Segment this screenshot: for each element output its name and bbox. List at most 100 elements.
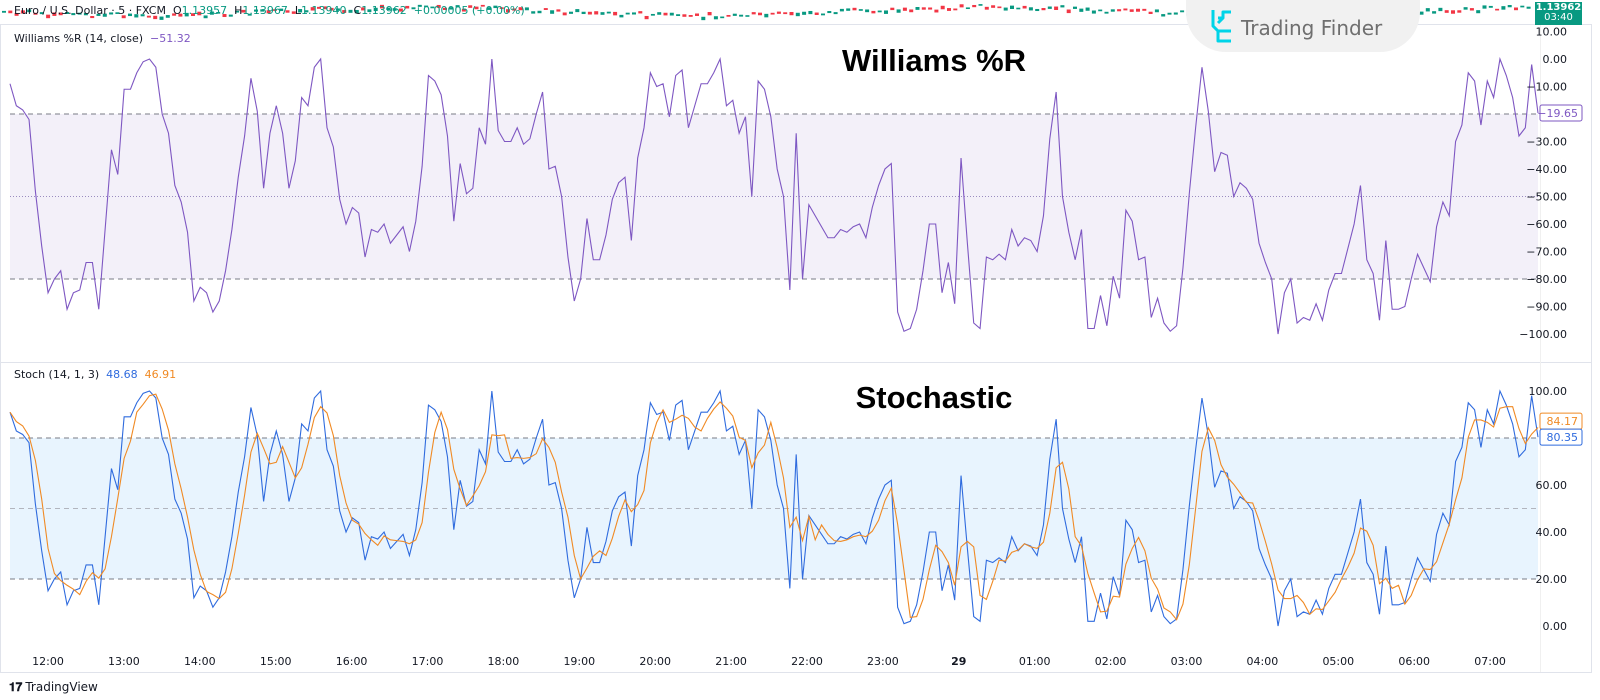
mini-candle (348, 9, 353, 13)
mini-candle (455, 5, 460, 8)
stoch-k-value: 48.68 (106, 368, 138, 381)
low-value: 1.13940 (301, 4, 347, 17)
time-axis-label: 06:00 (1398, 655, 1430, 668)
mini-candle (688, 15, 693, 17)
last-price: 1.13962 (1535, 2, 1582, 13)
mini-candle (1060, 5, 1065, 8)
mini-candle (1438, 7, 1443, 12)
open-value: 1.13957 (181, 4, 228, 17)
mini-candle (852, 7, 857, 11)
mini-candle (96, 13, 101, 16)
mini-candle (537, 10, 542, 14)
stoch-ytick-label: 20.00 (1536, 573, 1568, 586)
tradingview-brand[interactable]: 𝟏𝟕 TradingView (9, 680, 98, 695)
stoch-ytick-label: 40.00 (1536, 526, 1568, 539)
time-axis-label: 04:00 (1247, 655, 1279, 668)
mini-candle (430, 6, 435, 9)
mini-candle (713, 16, 718, 20)
mini-candle (512, 8, 517, 11)
mini-candle (669, 12, 674, 16)
mini-candle (178, 13, 183, 17)
mini-candle (695, 13, 699, 16)
mini-candle (997, 6, 1002, 9)
mini-candle (1451, 10, 1455, 14)
mini-candle (216, 12, 221, 14)
time-axis-label: 19:00 (563, 655, 595, 668)
mini-candle (758, 12, 762, 16)
mini-candle (1526, 6, 1531, 9)
mini-candle (720, 16, 725, 19)
mini-candle (52, 12, 57, 16)
mini-candle (896, 9, 901, 13)
mini-candle (2, 10, 6, 13)
stoch-legend[interactable]: Stoch (14, 1, 3) 48.68 46.91 (14, 368, 176, 381)
mini-candle (569, 11, 573, 14)
mini-candle (1154, 9, 1159, 13)
mini-candle (682, 14, 687, 17)
mini-candle (298, 9, 303, 13)
mini-candle (1167, 12, 1172, 15)
mini-candle (556, 9, 561, 12)
time-axis-label: 02:00 (1095, 655, 1127, 668)
mini-candle (1041, 8, 1046, 11)
mini-candle (1047, 6, 1052, 9)
mini-candle (1488, 5, 1493, 8)
mini-candle (247, 13, 252, 16)
mini-candle (46, 14, 51, 19)
mini-candle (650, 13, 655, 16)
mini-candle (783, 12, 788, 15)
mini-candle (1425, 8, 1430, 12)
tradingview-logo-icon: 𝟏𝟕 (9, 680, 23, 694)
mini-candle (197, 11, 202, 16)
stoch-ytick-label: 0.00 (1543, 620, 1568, 633)
chart-frame (0, 24, 1592, 673)
williams-legend[interactable]: Williams %R (14, close) −51.32 (14, 32, 191, 45)
mini-candle (518, 7, 523, 11)
mini-candle (254, 9, 258, 12)
williams-ytick-label: −10.00 (1526, 81, 1567, 94)
symbol-name[interactable]: Euro / U.S. Dollar · 5 · FXCM (14, 4, 166, 17)
mini-candle (203, 15, 208, 19)
time-axis-label: 21:00 (715, 655, 747, 668)
mini-candle (732, 13, 737, 16)
mini-candle (398, 8, 403, 12)
mini-candle (587, 11, 592, 15)
mini-candle (531, 11, 536, 14)
mini-candle (846, 8, 851, 11)
mini-candle (134, 14, 139, 18)
mini-candle (367, 9, 372, 13)
mini-candle (380, 4, 384, 9)
mini-candle (562, 12, 567, 16)
williams-last-value: −19.65 (1537, 107, 1578, 120)
mini-candle (272, 9, 277, 11)
mini-candle (902, 7, 907, 11)
mini-candle (1419, 11, 1424, 15)
stoch-k-last-value: 80.35 (1547, 431, 1579, 444)
high-value: 1.13967 (242, 4, 288, 17)
mini-candle (411, 7, 416, 10)
mini-candle (83, 12, 88, 16)
mini-candle (839, 8, 844, 12)
mini-candle (260, 9, 265, 12)
mini-candle (1520, 5, 1525, 8)
mini-candle (1104, 11, 1109, 14)
mini-candle (424, 5, 429, 8)
mini-candle (373, 7, 378, 12)
mini-candle (1148, 11, 1153, 14)
mini-candle (947, 8, 951, 11)
mini-candle (361, 7, 366, 11)
mini-candle (279, 8, 284, 11)
mini-candle (1476, 10, 1481, 14)
mini-candle (165, 15, 170, 18)
mini-candle (317, 6, 321, 9)
mini-candle (235, 10, 240, 13)
mini-candle (121, 15, 126, 19)
mini-candle (20, 10, 25, 14)
trading-finder-logo-icon (1211, 10, 1231, 43)
mini-candle (33, 12, 38, 15)
mini-candle (146, 15, 151, 18)
mini-candle (1507, 5, 1512, 8)
mini-candle (1501, 6, 1506, 10)
mini-candle (884, 10, 888, 14)
